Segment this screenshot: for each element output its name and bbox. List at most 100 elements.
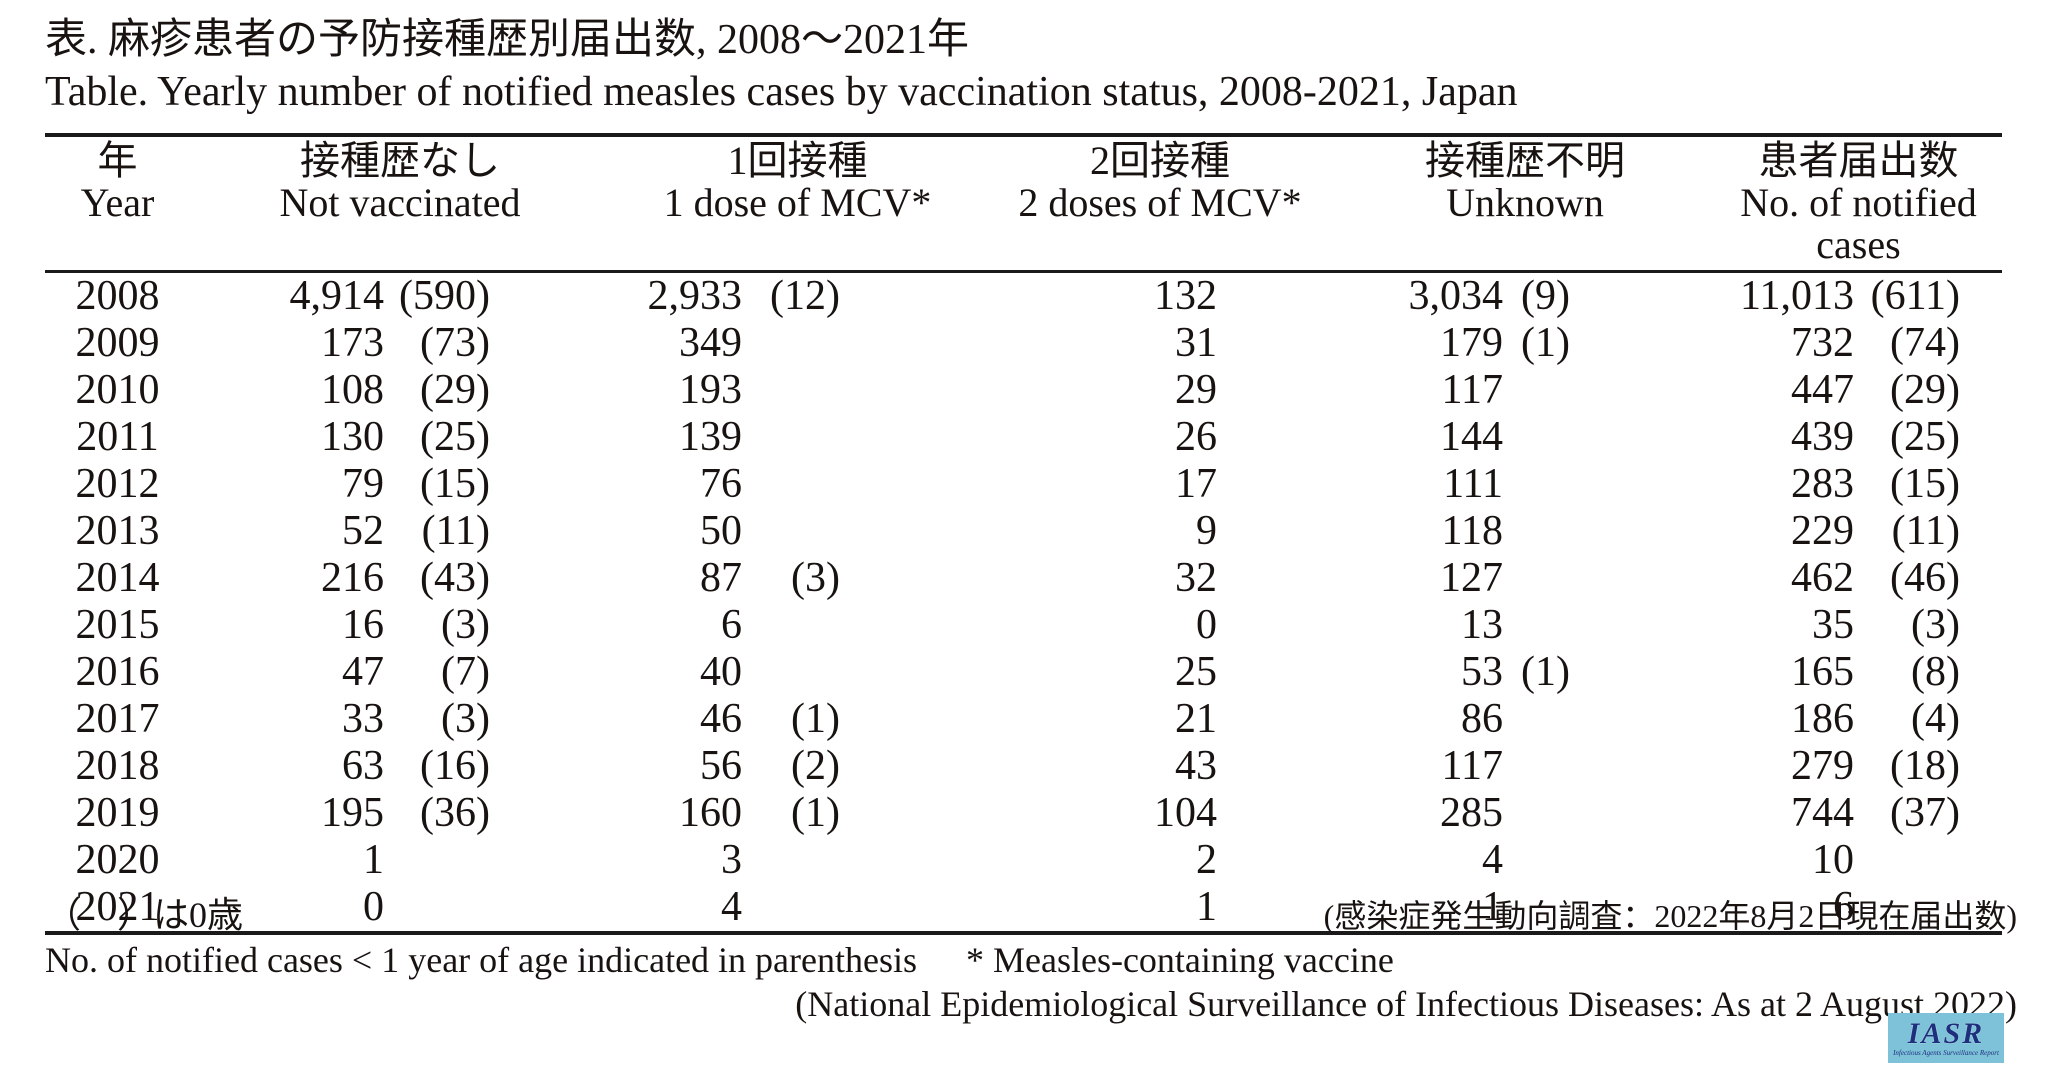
column-header-year-ja: 年	[97, 138, 138, 183]
unknown-infant-count	[1509, 414, 1576, 461]
one-dose-infant-count	[748, 461, 846, 508]
not-vaccinated-count: 33	[342, 696, 384, 742]
footnote-paren-ja: （ ）は0歳	[45, 895, 244, 935]
unknown-count: 144	[1440, 414, 1503, 460]
two-doses-count: 21	[1175, 696, 1217, 742]
one-dose-count: 56	[700, 743, 742, 789]
not-vaccinated-infant-count: (36)	[420, 790, 490, 836]
unknown-infant-count: (1)	[1521, 649, 1570, 695]
table-row: 2010 108 (29) 193 29 117 447 (29)	[45, 367, 2002, 414]
not-vaccinated-count: 79	[342, 461, 384, 507]
table-row: 2019 195 (36) 160 (1) 104 285 744 (37)	[45, 790, 2002, 837]
table-title-en: Table. Yearly number of notified measles…	[45, 69, 1518, 115]
unknown-infant-count: (9)	[1521, 273, 1570, 319]
unknown-infant-count	[1509, 743, 1576, 790]
notified-infant-count: (74)	[1890, 320, 1960, 366]
notified-infant-count: (18)	[1890, 743, 1960, 789]
two-doses-count: 2	[1196, 837, 1217, 883]
notified-count: 732	[1791, 320, 1854, 366]
one-dose-count: 139	[679, 414, 742, 460]
not-vaccinated-count: 173	[321, 320, 384, 366]
unknown-infant-count	[1509, 790, 1576, 837]
two-doses-infant-count	[1223, 461, 1290, 508]
year-cell: 2018	[75, 743, 160, 789]
two-doses-count: 32	[1175, 555, 1217, 601]
year-cell: 2021	[75, 884, 160, 930]
iasr-logo: IASR Infectious Agents Surveillance Repo…	[1888, 1013, 2004, 1063]
table-row: 2016 47 (7) 40 25 53 (1) 165 (8)	[45, 649, 2002, 696]
not-vaccinated-infant-count: (7)	[441, 649, 490, 695]
column-header-one-dose: 1回接種 1 dose of MCV*	[610, 140, 985, 266]
notified-infant-count: (611)	[1870, 273, 1960, 319]
not-vaccinated-infant-count: (16)	[420, 743, 490, 789]
title-block: 表. 麻疹患者の予防接種歴別届出数, 2008～2021年 Table. Yea…	[45, 14, 2005, 118]
table-row: 2015 16 (3) 6 0 13 35 (3)	[45, 602, 2002, 649]
column-header-unknown: 接種歴不明 Unknown	[1335, 140, 1715, 266]
one-dose-count: 3	[721, 837, 742, 883]
column-header-year-en: Year	[80, 180, 155, 225]
not-vaccinated-count: 16	[342, 602, 384, 648]
unknown-count: 117	[1441, 367, 1503, 413]
column-header-not-vaccinated: 接種歴なし Not vaccinated	[190, 140, 610, 266]
unknown-count: 285	[1440, 790, 1503, 836]
footnote-source-ja: (感染症発生動向調査：2022年8月2日現在届出数)	[1323, 898, 2017, 934]
unknown-infant-count	[1509, 461, 1576, 508]
notified-count: 10	[1812, 837, 1854, 883]
two-doses-count: 31	[1175, 320, 1217, 366]
notified-count: 35	[1812, 602, 1854, 648]
notified-count: 439	[1791, 414, 1854, 460]
column-header-two-doses-en: 2 doses of MCV*	[1018, 180, 1302, 225]
notified-count: 165	[1791, 649, 1854, 695]
notified-infant-count: (25)	[1890, 414, 1960, 460]
table-row: 2009 173 (73) 349 31 179 (1) 732 (74)	[45, 320, 2002, 367]
year-cell: 2020	[75, 837, 160, 883]
notified-count: 462	[1791, 555, 1854, 601]
two-doses-count: 9	[1196, 508, 1217, 554]
notified-count: 6	[1833, 884, 1854, 930]
two-doses-infant-count	[1223, 555, 1290, 602]
year-cell: 2009	[75, 320, 160, 366]
notified-infant-count: (8)	[1911, 649, 1960, 695]
notified-infant-count: (4)	[1911, 696, 1960, 742]
table-row: 2013 52 (11) 50 9 118 229 (11)	[45, 508, 2002, 555]
one-dose-count: 4	[721, 884, 742, 930]
unknown-count: 13	[1461, 602, 1503, 648]
unknown-infant-count	[1509, 602, 1576, 649]
one-dose-count: 40	[700, 649, 742, 695]
table-header-row: 年 Year 接種歴なし Not vaccinated 1回接種 1 dose …	[45, 137, 2002, 273]
notified-count: 744	[1791, 790, 1854, 836]
not-vaccinated-infant-count: (3)	[441, 602, 490, 648]
not-vaccinated-count: 52	[342, 508, 384, 554]
two-doses-infant-count	[1223, 602, 1290, 649]
column-header-one-dose-ja: 1回接種	[727, 138, 868, 183]
iasr-logo-subtext: Infectious Agents Surveillance Report	[1893, 1048, 1999, 1057]
one-dose-count: 160	[679, 790, 742, 836]
year-cell: 2012	[75, 461, 160, 507]
year-cell: 2016	[75, 649, 160, 695]
not-vaccinated-count: 63	[342, 743, 384, 789]
table-row: 2020 1 3 2 4 10	[45, 837, 2002, 884]
two-doses-infant-count	[1223, 649, 1290, 696]
table-row: 2011 130 (25) 139 26 144 439 (25)	[45, 414, 2002, 461]
year-cell: 2013	[75, 508, 160, 554]
table-row: 2018 63 (16) 56 (2) 43 117 279 (18)	[45, 743, 2002, 790]
column-header-unknown-en: Unknown	[1446, 180, 1604, 225]
unknown-infant-count	[1509, 555, 1576, 602]
notified-count: 229	[1791, 508, 1854, 554]
table-body: 2008 4,914 (590) 2,933 (12) 132 3,034 (9) 11,013…	[45, 273, 2002, 931]
notified-infant-count: (15)	[1890, 461, 1960, 507]
column-header-notified-cases: 患者届出数 No. of notified cases	[1715, 140, 2002, 266]
two-doses-count: 1	[1196, 884, 1217, 930]
year-cell: 2015	[75, 602, 160, 648]
table-row: 2021 0 4 1 1 6	[45, 884, 2002, 931]
two-doses-infant-count	[1223, 837, 1290, 884]
year-cell: 2011	[76, 414, 159, 460]
two-doses-count: 25	[1175, 649, 1217, 695]
two-doses-count: 26	[1175, 414, 1217, 460]
one-dose-infant-count	[748, 320, 846, 367]
not-vaccinated-count: 195	[321, 790, 384, 836]
unknown-infant-count	[1509, 508, 1576, 555]
not-vaccinated-count: 47	[342, 649, 384, 695]
unknown-count: 86	[1461, 696, 1503, 742]
